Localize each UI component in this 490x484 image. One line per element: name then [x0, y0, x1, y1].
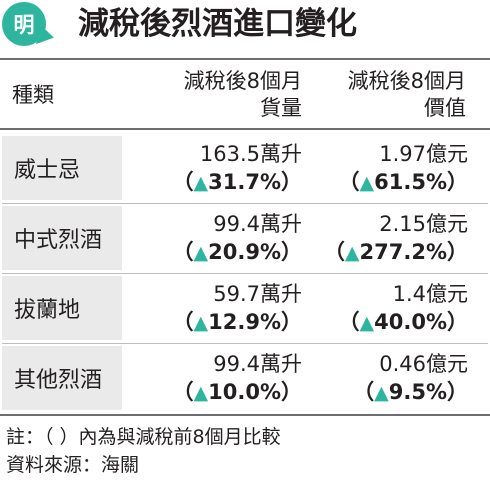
row-divider [2, 273, 488, 274]
header-volume-line1: 減稅後8個月 [183, 69, 302, 93]
value-cell-change: （▲40.0%） [339, 308, 468, 337]
percent-change: 10.0% [208, 380, 281, 404]
header-rule [0, 128, 490, 130]
value-cell-value: 0.46億元 [379, 352, 468, 376]
row-type-label: 其他烈酒 [2, 346, 122, 410]
up-arrow-icon: ▲ [359, 312, 375, 334]
footnote: 註：（ ）內為與減稅前8個月比較 [6, 426, 281, 448]
close-paren: ） [281, 310, 302, 334]
close-paren: ） [447, 240, 468, 264]
up-arrow-icon: ▲ [359, 172, 375, 194]
percent-change: 20.9% [208, 240, 281, 264]
header-volume: 減稅後8個月 貨量 [184, 68, 302, 122]
percent-change: 277.2% [359, 240, 447, 264]
top-rule [0, 58, 490, 60]
up-arrow-icon: ▲ [344, 242, 360, 264]
open-paren: （ [172, 240, 194, 264]
close-paren: ） [447, 170, 468, 194]
row-divider [2, 343, 488, 344]
percent-change: 40.0% [374, 310, 447, 334]
volume-cell: 99.4萬升 （▲20.9%） [173, 210, 302, 267]
bottom-rule [0, 414, 490, 416]
percent-change: 9.5% [388, 380, 447, 404]
volume-cell: 59.7萬升 （▲12.9%） [173, 280, 302, 337]
volume-cell-change: （▲20.9%） [173, 238, 302, 267]
open-paren: （ [323, 240, 345, 264]
row-divider [2, 203, 488, 204]
up-arrow-icon: ▲ [193, 172, 209, 194]
percent-change: 61.5% [374, 170, 447, 194]
volume-cell-value: 163.5萬升 [199, 142, 302, 166]
value-cell: 0.46億元 （▲9.5%） [353, 350, 468, 407]
value-cell-value: 1.4億元 [392, 282, 468, 306]
open-paren: （ [172, 170, 194, 194]
close-paren: ） [447, 310, 468, 334]
volume-cell-change: （▲12.9%） [173, 308, 302, 337]
volume-cell-value: 99.4萬升 [213, 352, 302, 376]
value-cell-change: （▲277.2%） [324, 238, 468, 267]
up-arrow-icon: ▲ [374, 382, 389, 404]
volume-cell: 163.5萬升 （▲31.7%） [173, 140, 302, 197]
open-paren: （ [338, 170, 360, 194]
up-arrow-icon: ▲ [193, 242, 209, 264]
header-value-line1: 減稅後8個月 [347, 69, 466, 93]
row-type-label: 威士忌 [2, 136, 122, 200]
header-type: 種類 [12, 83, 54, 107]
title-row: 明 減稅後烈酒進口變化 [2, 2, 488, 48]
value-cell-change: （▲9.5%） [353, 378, 468, 407]
close-paren: ） [281, 380, 302, 404]
volume-cell-value: 59.7萬升 [213, 282, 302, 306]
percent-change: 31.7% [208, 170, 281, 194]
value-cell: 2.15億元 （▲277.2%） [324, 210, 468, 267]
header-value: 減稅後8個月 價值 [348, 68, 466, 122]
volume-cell-value: 99.4萬升 [213, 212, 302, 236]
value-cell: 1.97億元 （▲61.5%） [339, 140, 468, 197]
volume-cell-change: （▲31.7%） [173, 168, 302, 197]
open-paren: （ [338, 310, 360, 334]
open-paren: （ [172, 380, 194, 404]
percent-change: 12.9% [208, 310, 281, 334]
open-paren: （ [172, 310, 194, 334]
row-type-label: 中式烈酒 [2, 206, 122, 270]
close-paren: ） [447, 380, 468, 404]
up-arrow-icon: ▲ [193, 382, 209, 404]
header-value-line2: 價值 [424, 96, 466, 120]
newspaper-badge-icon: 明 [2, 2, 46, 46]
open-paren: （ [353, 380, 375, 404]
value-cell-change: （▲61.5%） [339, 168, 468, 197]
value-cell-value: 1.97億元 [379, 142, 468, 166]
close-paren: ） [281, 240, 302, 264]
badge-text: 明 [13, 13, 35, 37]
value-cell-value: 2.15億元 [379, 212, 468, 236]
up-arrow-icon: ▲ [193, 312, 209, 334]
header-volume-line2: 貨量 [260, 96, 302, 120]
close-paren: ） [281, 170, 302, 194]
page-title: 減稅後烈酒進口變化 [78, 6, 357, 42]
volume-cell-change: （▲10.0%） [173, 378, 302, 407]
value-cell: 1.4億元 （▲40.0%） [339, 280, 468, 337]
row-type-label: 拔蘭地 [2, 276, 122, 340]
volume-cell: 99.4萬升 （▲10.0%） [173, 350, 302, 407]
source-note: 資料來源：海關 [6, 454, 140, 476]
